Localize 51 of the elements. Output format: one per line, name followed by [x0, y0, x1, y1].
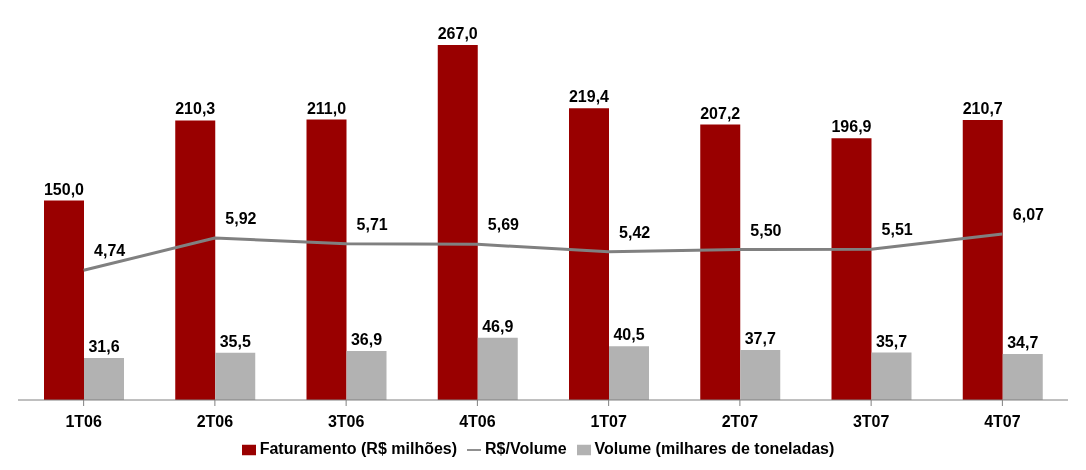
x-tick-label: 4T06 — [459, 413, 496, 431]
x-tick-label: 3T06 — [327, 413, 365, 431]
bar — [831, 138, 872, 400]
x-tick-label: 2T07 — [721, 413, 759, 431]
bar — [306, 119, 347, 400]
bar — [84, 358, 124, 400]
data-label: 40,5 — [613, 326, 645, 344]
data-label: 36,9 — [350, 330, 383, 348]
x-tick-label: 2T06 — [196, 413, 234, 431]
bar — [962, 119, 1003, 400]
data-label: 210,3 — [175, 100, 216, 118]
data-label: 31,6 — [88, 338, 120, 355]
data-label: 210,7 — [962, 99, 1003, 117]
bar — [346, 350, 387, 400]
data-label: 5,42 — [619, 223, 651, 241]
data-label: 35,7 — [875, 332, 908, 350]
data-label: 46,9 — [482, 317, 514, 335]
data-label: 211,0 — [306, 99, 347, 117]
bar — [609, 346, 649, 400]
bar — [569, 108, 609, 400]
legend-label: Faturamento (R$ milhões) — [259, 440, 458, 457]
data-label: 5,51 — [881, 221, 913, 239]
data-label: 5,69 — [487, 216, 520, 234]
legend-label: R$/Volume — [485, 440, 567, 457]
bar — [1002, 353, 1043, 400]
data-label: 219,4 — [568, 88, 610, 106]
bar — [700, 124, 741, 400]
data-label: 150,0 — [43, 180, 85, 198]
x-tick-label: 1T07 — [590, 413, 627, 431]
data-label: 35,5 — [219, 332, 251, 350]
data-label: 4,74 — [94, 242, 126, 260]
bar — [215, 352, 256, 400]
bar — [740, 349, 781, 400]
data-label: 267,0 — [437, 25, 478, 43]
bar — [477, 337, 518, 400]
bar — [175, 120, 216, 400]
x-tick-label: 4T07 — [984, 413, 1021, 431]
x-tick-label: 3T07 — [852, 413, 890, 431]
bar — [437, 45, 478, 400]
bar — [44, 200, 84, 400]
data-label: 6,07 — [1012, 205, 1045, 223]
data-label: 37,7 — [744, 329, 776, 347]
data-label: 5,50 — [750, 221, 782, 239]
data-label: 207,2 — [700, 104, 741, 122]
data-label: 34,7 — [1007, 333, 1039, 351]
data-label: 5,92 — [225, 210, 257, 228]
legend-label: Volume (milhares de toneladas) — [594, 440, 835, 457]
x-tick-label: 1T06 — [65, 413, 102, 431]
data-label: 196,9 — [831, 118, 872, 136]
data-label: 5,71 — [356, 215, 388, 233]
bar — [871, 352, 912, 400]
